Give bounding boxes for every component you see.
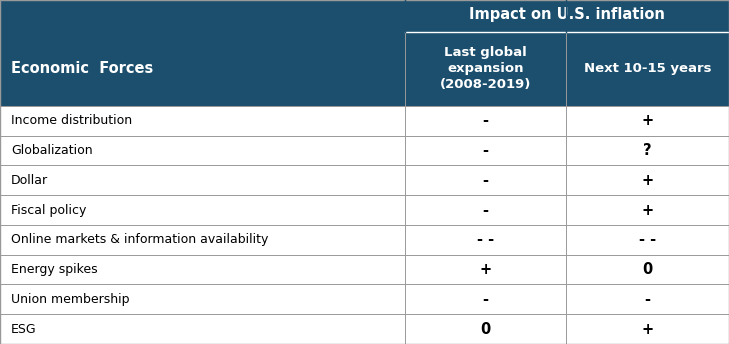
Text: Dollar: Dollar — [11, 174, 48, 187]
Bar — [0, 32, 729, 106]
Text: +: + — [642, 113, 654, 128]
Text: - -: - - — [477, 232, 494, 247]
Bar — [0, 106, 729, 136]
Text: Energy spikes: Energy spikes — [11, 263, 98, 276]
Bar — [0, 255, 729, 284]
Text: Online markets & information availability: Online markets & information availabilit… — [11, 233, 268, 246]
Text: +: + — [642, 173, 654, 188]
Text: Next 10-15 years: Next 10-15 years — [584, 63, 712, 75]
Text: Union membership: Union membership — [11, 293, 130, 306]
Text: ?: ? — [644, 143, 652, 158]
Text: 0: 0 — [480, 322, 491, 337]
Text: -: - — [483, 173, 488, 188]
Text: -: - — [483, 113, 488, 128]
Text: +: + — [642, 322, 654, 337]
Text: Income distribution: Income distribution — [11, 114, 132, 127]
Text: Last global
expansion
(2008-2019): Last global expansion (2008-2019) — [440, 46, 531, 92]
Text: -: - — [483, 203, 488, 218]
Text: Globalization: Globalization — [11, 144, 93, 157]
Text: Impact on U.S. inflation: Impact on U.S. inflation — [469, 7, 665, 22]
Bar — [0, 225, 729, 255]
Text: -: - — [644, 292, 651, 307]
Text: ESG: ESG — [11, 323, 36, 336]
Bar — [0, 195, 729, 225]
Bar — [0, 136, 729, 165]
Text: Fiscal policy: Fiscal policy — [11, 204, 86, 217]
Bar — [0, 0, 729, 32]
Text: Economic  Forces: Economic Forces — [11, 62, 153, 76]
Text: 0: 0 — [642, 262, 653, 277]
Text: +: + — [480, 262, 491, 277]
Text: +: + — [642, 203, 654, 218]
Text: -: - — [483, 143, 488, 158]
Text: - -: - - — [639, 232, 656, 247]
Bar — [0, 314, 729, 344]
Text: -: - — [483, 292, 488, 307]
Bar — [0, 284, 729, 314]
Bar — [0, 165, 729, 195]
